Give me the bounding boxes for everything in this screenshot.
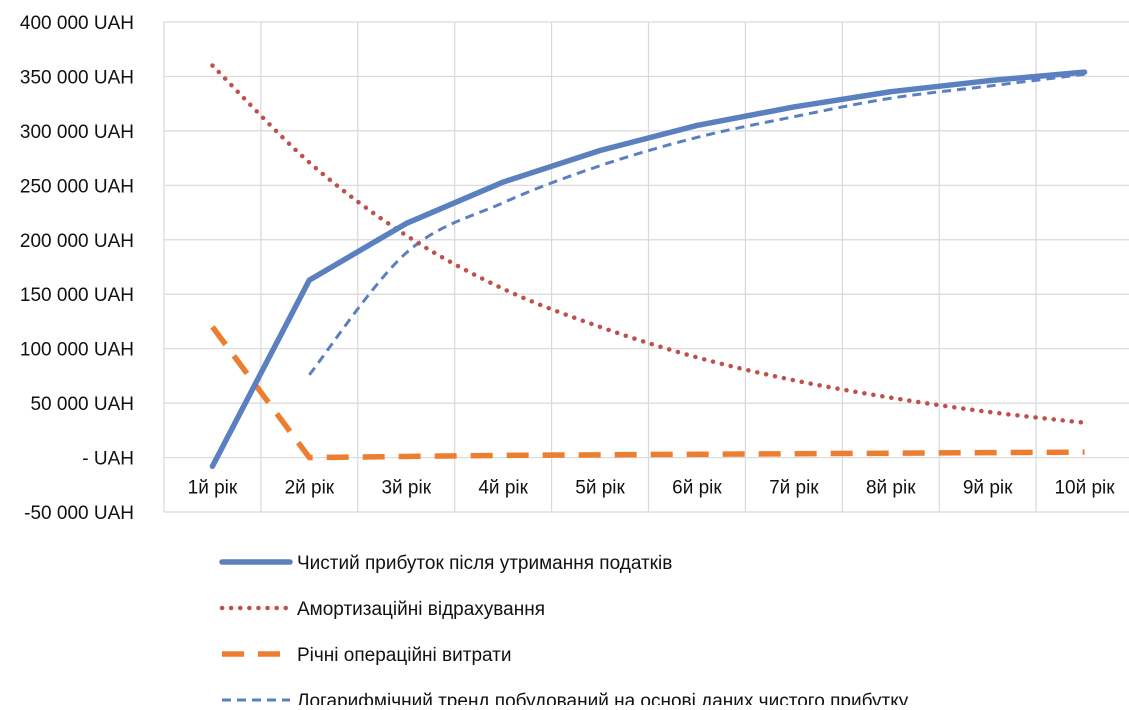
legend-entry: Логарифмічний тренд побудований на основ… (222, 691, 909, 705)
legend-label: Логарифмічний тренд побудований на основ… (297, 691, 909, 705)
x-axis: 1й рік 2й рік 3й рік 4й рік 5й рік 6й рік 7й р… (188, 478, 1116, 499)
y-tick-label: 250 000 UAH (20, 176, 134, 197)
legend-entry: Чистий прибуток після утримання податків (222, 553, 672, 574)
y-tick-label: 350 000 UAH (20, 67, 134, 88)
y-tick-label: 200 000 UAH (20, 231, 134, 252)
grid-lines (164, 22, 1129, 512)
x-tick-label: 7й рік (769, 478, 819, 499)
legend-label: Амортизаційні відрахування (297, 599, 545, 620)
x-tick-label: 8й рік (866, 478, 916, 499)
x-tick-label: 9й рік (963, 478, 1013, 499)
y-tick-label: 400 000 UAH (20, 13, 134, 34)
x-tick-label: 1й рік (188, 478, 238, 499)
x-tick-label: 2й рік (285, 478, 335, 499)
y-axis: 400 000 UAH 350 000 UAH 300 000 UAH 250 000… (20, 13, 134, 524)
x-tick-label: 5й рік (575, 478, 625, 499)
legend: Чистий прибуток після утримання податків… (222, 553, 909, 705)
y-tick-label: -50 000 UAH (24, 503, 134, 524)
legend-label: Чистий прибуток після утримання податків (297, 553, 672, 574)
legend-entry: Річні операційні витрати (222, 645, 512, 666)
y-tick-label: 50 000 UAH (30, 394, 134, 415)
x-tick-label: 3й рік (381, 478, 431, 499)
y-tick-label: 300 000 UAH (20, 122, 134, 143)
y-tick-label: 100 000 UAH (20, 340, 134, 361)
legend-label: Річні операційні витрати (297, 645, 512, 666)
y-tick-label: 150 000 UAH (20, 285, 134, 306)
x-tick-label: 6й рік (672, 478, 722, 499)
series-line-4 (309, 74, 1084, 375)
y-tick-label: - UAH (82, 449, 134, 470)
x-tick-label: 10й рік (1054, 478, 1115, 499)
x-tick-label: 4й рік (478, 478, 528, 499)
legend-entry: Амортизаційні відрахування (222, 599, 545, 620)
